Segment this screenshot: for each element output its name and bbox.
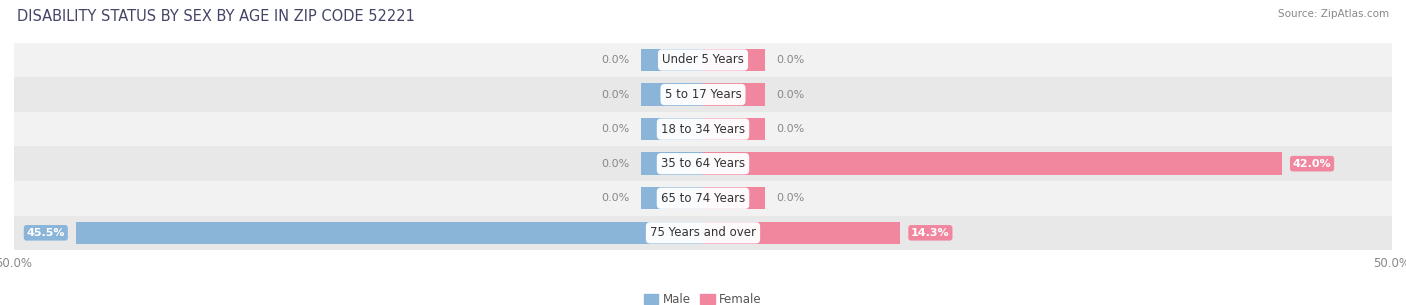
- Text: 5 to 17 Years: 5 to 17 Years: [665, 88, 741, 101]
- Text: 0.0%: 0.0%: [602, 193, 630, 203]
- Text: 42.0%: 42.0%: [1292, 159, 1331, 169]
- Text: 0.0%: 0.0%: [602, 124, 630, 134]
- Text: 35 to 64 Years: 35 to 64 Years: [661, 157, 745, 170]
- Text: DISABILITY STATUS BY SEX BY AGE IN ZIP CODE 52221: DISABILITY STATUS BY SEX BY AGE IN ZIP C…: [17, 9, 415, 24]
- Text: Source: ZipAtlas.com: Source: ZipAtlas.com: [1278, 9, 1389, 19]
- Text: 0.0%: 0.0%: [776, 55, 804, 65]
- Bar: [14, 43, 1392, 77]
- Bar: [14, 77, 1392, 112]
- Bar: [641, 187, 703, 210]
- Text: 0.0%: 0.0%: [602, 90, 630, 99]
- Text: 0.0%: 0.0%: [776, 193, 804, 203]
- Bar: [703, 49, 765, 71]
- Bar: [641, 49, 703, 71]
- Bar: [14, 216, 1392, 250]
- Bar: [641, 83, 703, 106]
- Text: 65 to 74 Years: 65 to 74 Years: [661, 192, 745, 205]
- Bar: [703, 83, 765, 106]
- Text: Under 5 Years: Under 5 Years: [662, 53, 744, 66]
- Bar: [703, 152, 1282, 175]
- Text: 0.0%: 0.0%: [602, 55, 630, 65]
- Bar: [14, 181, 1392, 216]
- Bar: [641, 118, 703, 140]
- Bar: [76, 221, 703, 244]
- Text: 0.0%: 0.0%: [776, 90, 804, 99]
- Text: 0.0%: 0.0%: [602, 159, 630, 169]
- Bar: [641, 152, 703, 175]
- Bar: [703, 118, 765, 140]
- Legend: Male, Female: Male, Female: [640, 288, 766, 305]
- Text: 75 Years and over: 75 Years and over: [650, 226, 756, 239]
- Text: 18 to 34 Years: 18 to 34 Years: [661, 123, 745, 136]
- Text: 14.3%: 14.3%: [911, 228, 949, 238]
- Bar: [14, 146, 1392, 181]
- Bar: [703, 221, 900, 244]
- Text: 45.5%: 45.5%: [27, 228, 65, 238]
- Bar: [14, 112, 1392, 146]
- Text: 0.0%: 0.0%: [776, 124, 804, 134]
- Bar: [703, 187, 765, 210]
